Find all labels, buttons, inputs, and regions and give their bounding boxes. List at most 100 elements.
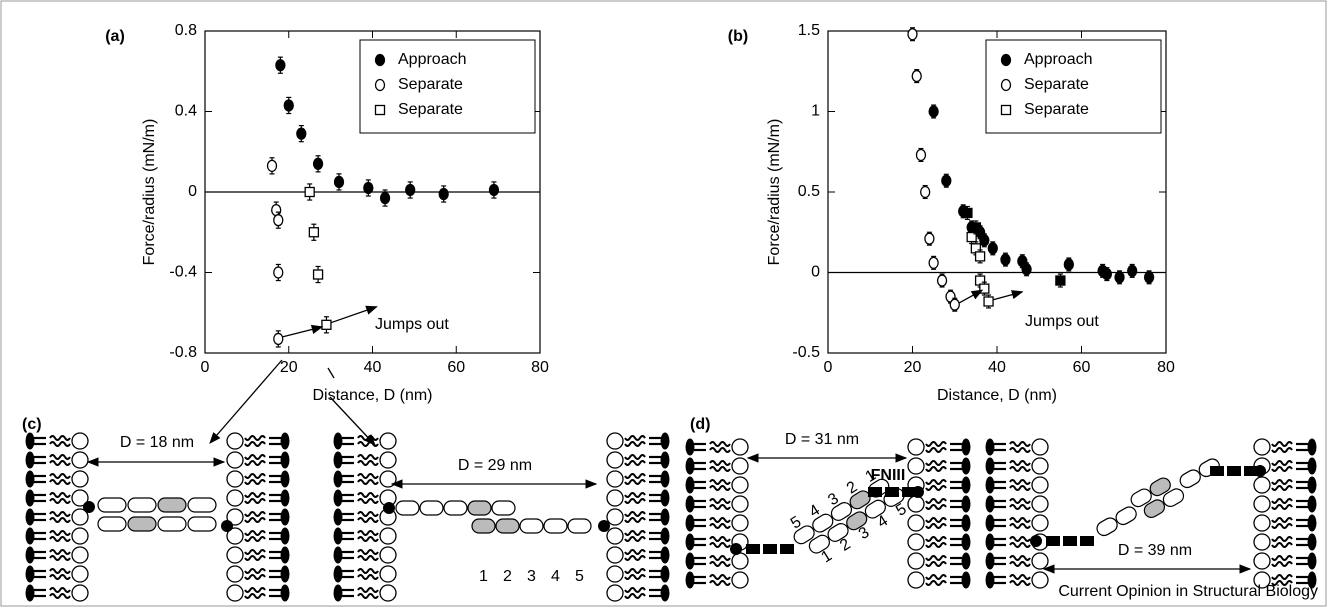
domain-number: 2 <box>503 568 512 585</box>
point <box>936 274 948 287</box>
point <box>275 59 286 72</box>
lipid-head <box>731 495 749 513</box>
panel-label: (d) <box>690 416 710 433</box>
x-tick-label: 40 <box>988 359 1006 376</box>
point <box>911 69 922 83</box>
point <box>273 332 284 346</box>
lipid-head <box>379 584 397 602</box>
lipid-tail <box>244 460 266 466</box>
lipid-head <box>25 584 35 602</box>
lipid-tail <box>357 492 379 498</box>
lipid-head <box>961 533 971 551</box>
protein-domain <box>495 518 520 534</box>
domain-number: 5 <box>575 568 584 585</box>
lipid-tail <box>925 523 947 529</box>
lipid-tail <box>624 492 646 498</box>
lipid-head <box>25 470 35 488</box>
lipid-head <box>379 565 397 583</box>
lipid-tail <box>709 504 731 510</box>
point <box>296 127 307 140</box>
protein-domain <box>808 534 830 554</box>
lipid-head <box>907 514 925 532</box>
lipid-tail <box>49 473 71 479</box>
lipid-head <box>660 546 670 564</box>
protein-domain <box>1149 477 1171 497</box>
lipid-head <box>71 451 89 469</box>
lipid-tail <box>357 593 379 599</box>
point <box>949 298 960 311</box>
lipid-head <box>1307 438 1317 456</box>
lipid-head <box>961 495 971 513</box>
point <box>1143 271 1155 284</box>
lipid-tail <box>1271 574 1293 580</box>
lipid-tail <box>357 536 379 542</box>
point <box>915 148 927 162</box>
pointer-stub <box>327 367 335 379</box>
lipid-head <box>379 527 397 545</box>
lipid-tail <box>1271 447 1293 453</box>
point <box>983 296 994 307</box>
lipid-tail <box>1009 561 1031 567</box>
distance-label: D = 31 nm <box>785 431 859 448</box>
lipid-tail <box>357 555 379 561</box>
lipid-tail <box>49 536 71 542</box>
lipid-tail <box>1009 498 1031 504</box>
y-tick-label: -0.4 <box>169 264 197 281</box>
fn-domain <box>1210 466 1224 476</box>
point <box>1101 267 1112 281</box>
protein-domain <box>395 500 420 516</box>
lipid-tail <box>357 435 379 441</box>
anchor <box>221 520 233 532</box>
lipid-head <box>961 457 971 475</box>
legend-label: Approach <box>1024 51 1093 68</box>
lipid-tail <box>244 587 266 593</box>
lipid-head <box>685 514 695 532</box>
y-tick-label: -0.8 <box>169 344 197 361</box>
point <box>987 242 998 255</box>
protein-domain <box>127 497 157 513</box>
lipid-tail <box>357 460 379 466</box>
fn-domain <box>780 544 794 554</box>
annotation-arrow <box>992 290 1024 301</box>
protein-domain <box>567 518 592 534</box>
lipid-head <box>907 571 925 589</box>
lipid-head <box>280 470 290 488</box>
y-tick-label: 0.5 <box>798 183 820 200</box>
lipid-head <box>226 451 244 469</box>
lipid-head <box>71 546 89 564</box>
lipid-head <box>1031 514 1049 532</box>
lipid-head <box>1031 438 1049 456</box>
lipid-head <box>1253 533 1271 551</box>
y-tick-label: -0.5 <box>792 344 820 361</box>
point <box>333 175 345 189</box>
domain-number: 3 <box>856 524 873 543</box>
lipid-tail <box>357 454 379 460</box>
lipid-head <box>606 527 624 545</box>
lipid-head <box>280 546 290 564</box>
domain-chain <box>1096 458 1220 537</box>
lipid-tail <box>709 485 731 491</box>
lipid-head <box>907 533 925 551</box>
lipid-tail <box>49 574 71 580</box>
lipid-tail <box>49 517 71 523</box>
lipid-head <box>71 584 89 602</box>
lipid-tail <box>925 498 947 504</box>
lipid-tail <box>1009 460 1031 466</box>
point <box>1000 253 1011 266</box>
lipid-tail <box>244 479 266 485</box>
lipid-tail <box>244 530 266 536</box>
lipid-tail <box>1271 466 1293 472</box>
fn-domain <box>1227 466 1241 476</box>
lipid-head <box>379 432 397 450</box>
protein-domain <box>846 511 868 531</box>
lipid-head <box>25 432 35 450</box>
lipid-head <box>660 432 670 450</box>
point <box>321 319 332 330</box>
lipid-tail <box>357 511 379 517</box>
lipid-tail <box>244 549 266 555</box>
protein-domain <box>97 516 127 532</box>
y-axis-title: Force/radius (mN/m) <box>766 119 783 266</box>
lipid-head <box>333 508 343 526</box>
protein-domain <box>812 513 834 533</box>
